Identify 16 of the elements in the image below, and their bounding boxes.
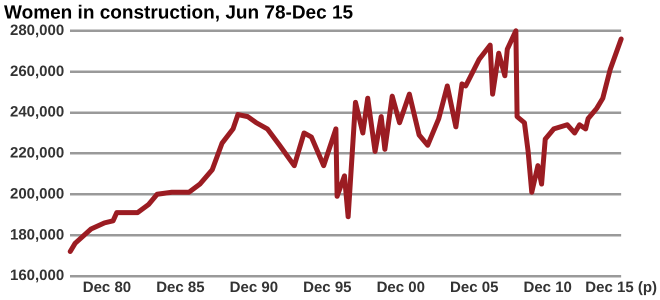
x-tick-label: Dec 05 — [450, 279, 498, 296]
y-tick-label: 240,000 — [10, 104, 64, 121]
x-tick-label: Dec 90 — [230, 279, 278, 296]
y-tick-label: 260,000 — [10, 62, 64, 80]
x-tick-label: Dec 10 — [524, 279, 572, 296]
x-tick-label: Dec 00 — [376, 279, 425, 296]
x-tick-label: Dec 85 — [156, 279, 205, 296]
y-tick-label: 160,000 — [10, 267, 64, 284]
y-tick-label: 220,000 — [10, 144, 64, 162]
chart-title: Women in construction, Jun 78-Dec 15 — [4, 2, 354, 24]
y-tick-label: 280,000 — [10, 22, 64, 39]
y-tick-label: 180,000 — [10, 226, 64, 244]
y-tick-label: 200,000 — [10, 185, 64, 202]
x-tick-label: Dec 95 — [303, 279, 352, 296]
x-tick-label: Dec 15 (p) — [585, 279, 658, 296]
x-tick-label: Dec 80 — [82, 279, 132, 296]
